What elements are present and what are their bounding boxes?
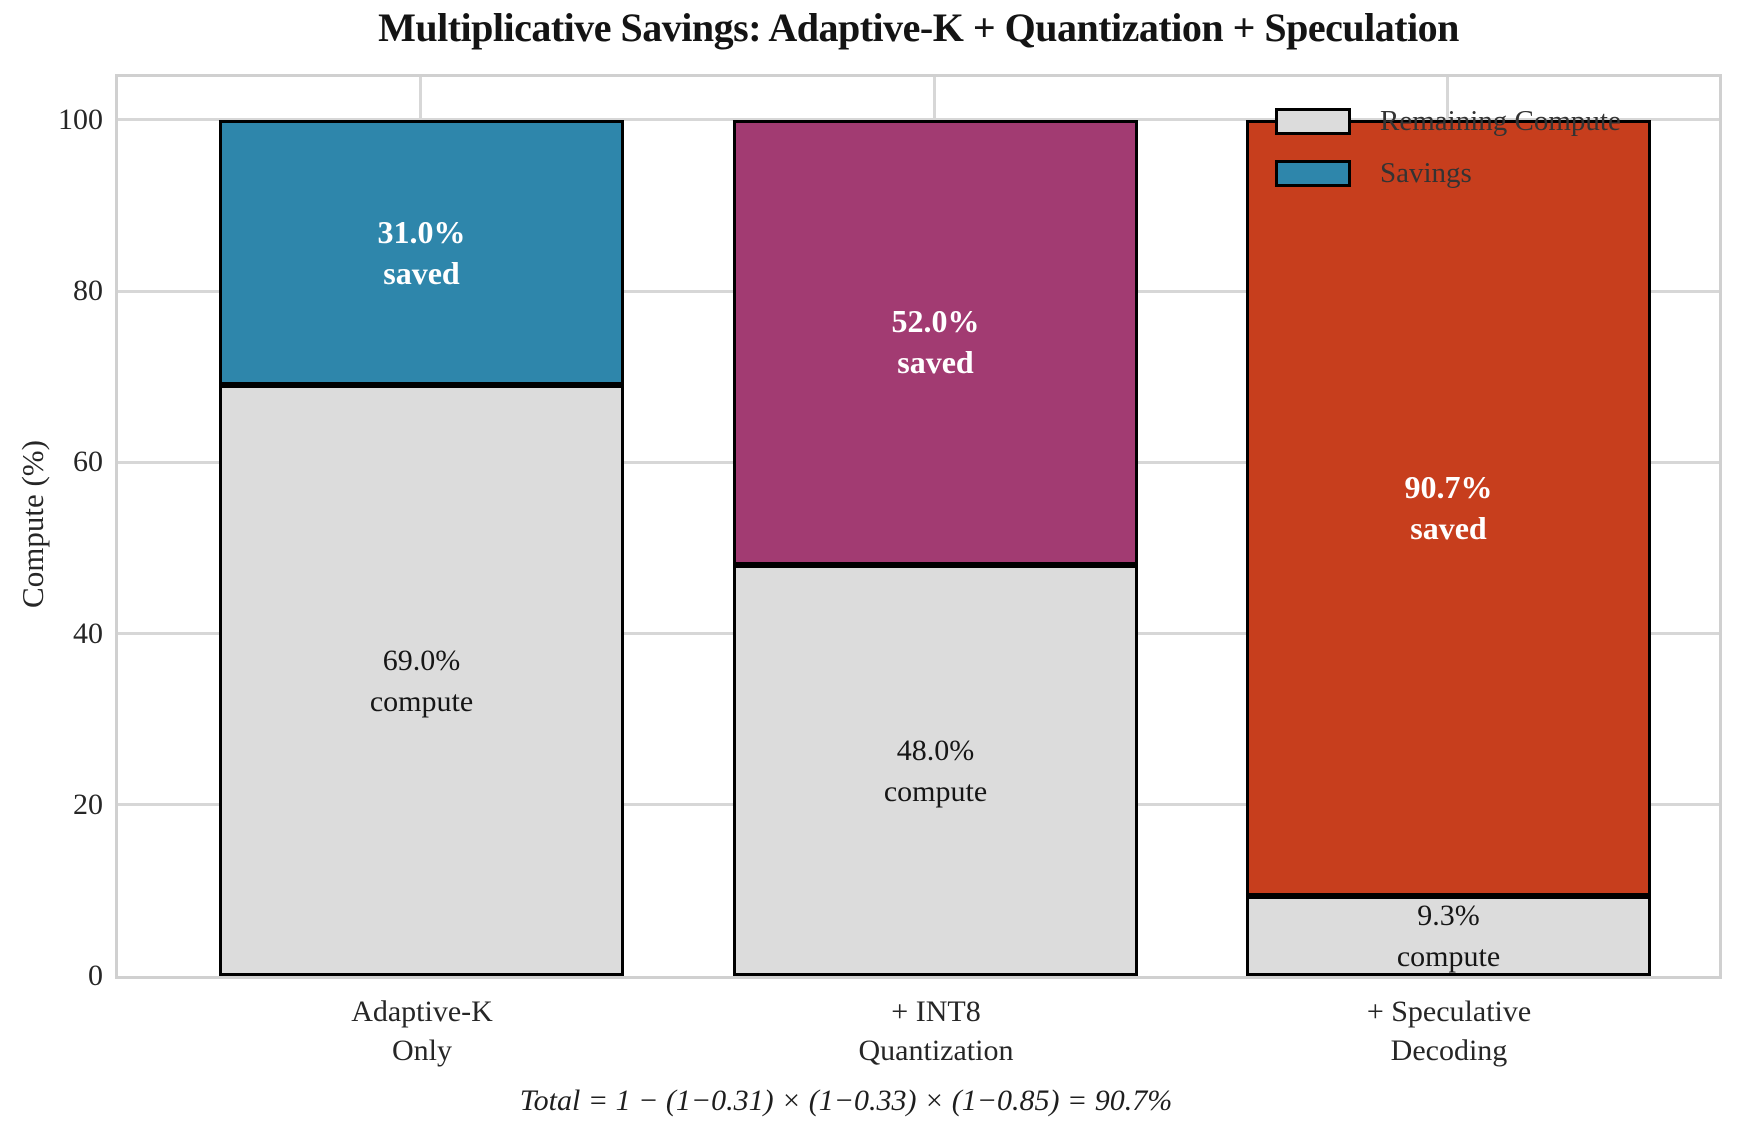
chart-title: Multiplicative Savings: Adaptive-K + Qua… [378,5,1459,50]
y-tick-label-20: 20 [73,787,103,821]
bar3-savings-segment [1246,119,1651,897]
bar3-saved-pct: 90.7% [1404,469,1493,506]
bar2-saved-word: saved [897,344,974,381]
bar2-compute-label: 48.0% compute [733,730,1138,812]
x-tick1-line1: Adaptive-K [351,995,493,1028]
bar1-compute-label: 69.0% compute [219,640,624,722]
bar3-compute-word: compute [1396,940,1501,974]
bar3-compute-pct: 9.3% [1417,899,1480,933]
legend-swatch-remaining-compute [1275,108,1351,135]
bar2-compute-word: compute [883,774,988,808]
x-tick2-line1: + INT8 [891,995,981,1028]
bar1-saved-label: 31.0% saved [219,212,624,294]
bar2-compute-pct: 48.0% [896,733,975,767]
total-formula-annotation: Total = 1 − (1−0.31) × (1−0.33) × (1−0.8… [519,1084,1173,1117]
legend-label-savings: Savings [1380,157,1472,189]
y-tick-label-80: 80 [73,274,103,308]
legend-row-savings: Savings [1275,158,1621,189]
x-tick3-line1: + Speculative [1366,995,1532,1028]
legend-label-remaining-compute: Remaining Compute [1380,105,1621,137]
bar3-compute-label: 9.3% compute [1246,895,1651,977]
x-tick-adaptive-k-only: Adaptive-K Only [212,992,632,1070]
legend-row-remaining-compute: Remaining Compute [1275,106,1621,137]
bar1-compute-pct: 69.0% [382,643,461,677]
plot-area: 31.0% saved 69.0% compute 52.0% saved 48… [115,74,1722,979]
bar3-remaining-segment [1246,896,1651,976]
bar-speculative-decoding: 90.7% saved 9.3% compute [1246,77,1651,976]
bar3-saved-word: saved [1410,510,1487,547]
legend-swatch-savings [1275,160,1351,187]
legend: Remaining Compute Savings [1275,106,1621,210]
y-tick-label-100: 100 [58,102,103,136]
y-tick-label-40: 40 [73,616,103,650]
x-tick2-line2: Quantization [858,1034,1014,1067]
x-tick3-line2: Decoding [1390,1034,1508,1067]
bar-adaptive-k-only: 31.0% saved 69.0% compute [219,77,624,976]
x-tick1-line2: Only [392,1034,452,1067]
bar2-saved-pct: 52.0% [891,303,980,340]
bar1-remaining-segment [219,385,624,976]
bar1-saved-pct: 31.0% [377,213,466,250]
y-tick-label-60: 60 [73,445,103,479]
bar1-savings-segment [219,119,624,386]
bar1-saved-word: saved [383,254,460,291]
bar2-saved-label: 52.0% saved [733,301,1138,383]
x-tick-int8-quantization: + INT8 Quantization [726,992,1146,1070]
bar2-savings-segment [733,119,1138,566]
x-tick-speculative-decoding: + Speculative Decoding [1239,992,1659,1070]
bar3-saved-label: 90.7% saved [1246,467,1651,549]
bar-int8-quantization: 52.0% saved 48.0% compute [733,77,1138,976]
bar1-compute-word: compute [369,684,474,718]
y-tick-label-0: 0 [88,959,103,992]
bar2-remaining-segment [733,565,1138,976]
